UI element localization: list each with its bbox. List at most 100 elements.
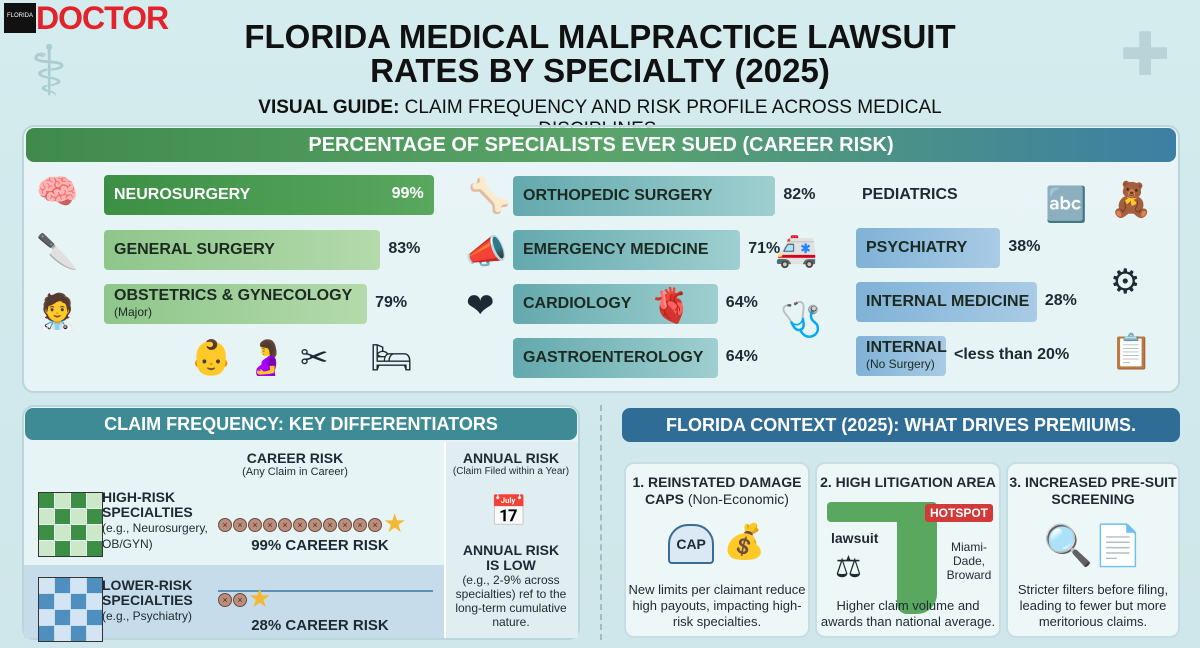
- gavel-icon: ⚖: [835, 551, 862, 584]
- bar-obstetrics-gynecology: OBSTETRICS & GYNECOLOGY (Major): [104, 284, 368, 324]
- claim-dot-icon: ×: [323, 517, 337, 532]
- card-text: Stricter filters before filing, leading …: [1017, 582, 1169, 629]
- bar-psychiatry: PSYCHIATRY: [856, 228, 1001, 268]
- bar-orthopedic-surgery: ORTHOPEDIC SURGERY: [513, 176, 776, 216]
- clipboard-icon: ✚: [1120, 21, 1171, 88]
- claim-dot-icon: ×: [263, 517, 277, 532]
- ambulance-icon: 🚑: [775, 231, 818, 269]
- hotspot-badge: HOTSPOT: [925, 504, 994, 522]
- claim-dot-icon: ×: [278, 517, 292, 532]
- high-risk-timeline: × × × × × × × × × × × ★: [218, 508, 438, 539]
- bar-value: 82%: [783, 186, 816, 203]
- high-risk-title-2: SPECIALTIES: [102, 504, 193, 520]
- high-risk-label: HIGH-RISK SPECIALTIES (e.g., Neurosurgery,…: [102, 490, 222, 552]
- florida-peninsula: [897, 514, 937, 614]
- card-title: 1. REINSTATED DAMAGE CAPS: [632, 474, 802, 507]
- annual-low-1: ANNUAL RISK: [462, 542, 560, 558]
- claim-dot-icon: ×: [353, 517, 367, 532]
- lawsuit-label: lawsuit: [831, 530, 879, 546]
- logo-big: DOCTOR: [36, 0, 169, 36]
- high-risk-value: 99% CAREER RISK: [251, 537, 389, 554]
- divider: [600, 405, 602, 640]
- document-magnifier-icon: 🔍📄: [1043, 524, 1143, 568]
- bar-value: 64%: [725, 348, 758, 365]
- claim-dot-icon: ×: [233, 517, 247, 532]
- bar-value: 83%: [388, 240, 421, 257]
- bar-general-surgery: GENERAL SURGERY: [104, 230, 381, 270]
- bar-cardiology: CARDIOLOGY: [513, 284, 718, 324]
- bar-label: ORTHOPEDIC SURGERY: [523, 187, 713, 204]
- florida-context-header: FLORIDA CONTEXT (2025): WHAT DRIVES PREM…: [622, 408, 1180, 442]
- calendar-icon: 📅: [490, 495, 528, 528]
- stethoscope-icon: ⚕: [30, 32, 68, 110]
- low-risk-timeline-line: [218, 590, 433, 592]
- claim-dot-icon: ×: [308, 517, 322, 532]
- bar-label: OBSTETRICS & GYNECOLOGY: [114, 287, 353, 304]
- clipboard-icon: 📋: [1110, 333, 1153, 371]
- career-risk-heading: CAREER RISK (Any Claim in Career): [200, 450, 390, 478]
- baby-icon: 👶: [190, 339, 233, 377]
- abc-blocks-icon: 🔤: [1045, 186, 1088, 224]
- heart-stethoscope-icon: 🫀: [650, 287, 693, 325]
- bar-label: INTERNAL MEDICINE: [866, 293, 1030, 310]
- claim-dot-icon: ×: [368, 517, 382, 532]
- bar-internal-medicine: INTERNAL MEDICINE: [856, 282, 1037, 322]
- head-gears-icon: ⚙: [1110, 263, 1141, 301]
- title-line-1: FLORIDA MEDICAL MALPRACTICE LAWSUIT: [244, 18, 956, 55]
- annual-risk-desc: (e.g., 2-9% across specialties) ref to t…: [455, 573, 567, 629]
- card-title: 2. HIGH LITIGATION AREA: [820, 474, 996, 490]
- cap-icon: CAP: [668, 524, 714, 565]
- bar-sublabel: (Major): [114, 305, 152, 319]
- subtitle-bold: VISUAL GUIDE:: [258, 97, 400, 118]
- high-risk-example: (e.g., Neurosurgery, OB/GYN): [102, 521, 208, 551]
- heartbeat-icon: ❤: [466, 287, 495, 325]
- bar-emergency-medicine: EMERGENCY MEDICINE: [513, 230, 741, 270]
- annual-risk-title: ANNUAL RISK: [462, 450, 560, 466]
- card-title-sub: (Non-Economic): [687, 491, 789, 507]
- bar-label: GASTROENTEROLOGY: [523, 349, 704, 366]
- title-line-2: RATES BY SPECIALTY (2025): [370, 52, 830, 89]
- claim-dot-icon: ×: [218, 517, 232, 532]
- claim-dot-icon: ×: [293, 517, 307, 532]
- bar-internal: INTERNAL (No Surgery): [856, 336, 947, 376]
- low-risk-grid-icon: [38, 577, 103, 642]
- bar-label: EMERGENCY MEDICINE: [523, 241, 709, 258]
- bar-value: 38%: [1008, 238, 1041, 255]
- low-risk-label: LOWER-RISK SPECIALTIES (e.g., Psychiatry): [102, 578, 222, 624]
- scalpel-icon: 🔪: [36, 233, 79, 271]
- bar-label: CARDIOLOGY: [523, 295, 632, 312]
- low-risk-timeline: × × ★: [218, 583, 271, 614]
- bar-sublabel: (No Surgery): [866, 357, 935, 371]
- bar-label: INTERNAL: [866, 339, 947, 356]
- cap-moneybag-icon: CAP 💰: [626, 522, 808, 565]
- bar-label: PSYCHIATRY: [866, 239, 968, 256]
- bar-neurosurgery: NEUROSURGERY: [104, 175, 434, 215]
- teddy-bear-icon: 🧸: [1110, 181, 1153, 219]
- claim-dot-icon: ×: [233, 592, 247, 607]
- low-risk-value: 28% CAREER RISK: [251, 617, 389, 634]
- card-text: Higher claim volume and awards than nati…: [820, 598, 996, 629]
- card-text: New limits per claimant reduce high payo…: [628, 582, 806, 629]
- stethoscope-icon: 🩺: [780, 301, 823, 339]
- low-risk-example: (e.g., Psychiatry): [102, 609, 193, 623]
- high-risk-grid-icon: [38, 492, 103, 557]
- bar-label: GENERAL SURGERY: [114, 241, 275, 258]
- claim-frequency-header: CLAIM FREQUENCY: KEY DIFFERENTIATORS: [25, 408, 577, 440]
- annual-risk-summary: ANNUAL RISK IS LOW (e.g., 2-9% across spec…: [446, 543, 576, 629]
- megaphone-icon: 📣: [465, 233, 508, 271]
- card-title: 3. INCREASED PRE-SUIT SCREENING: [1009, 474, 1177, 507]
- career-risk-title: CAREER RISK: [246, 450, 344, 466]
- low-risk-title-2: SPECIALTIES: [102, 592, 193, 608]
- annual-risk-heading: ANNUAL RISK (Claim Filed within a Year): [446, 450, 576, 477]
- bar-gastroenterology: GASTROENTEROLOGY: [513, 338, 718, 378]
- bar-label: NEUROSURGERY: [114, 186, 251, 203]
- bar-value: 64%: [725, 294, 758, 311]
- star-icon: ★: [248, 583, 272, 613]
- star-icon: ★: [383, 508, 407, 538]
- bar-value: 71%: [748, 240, 781, 257]
- claim-dot-icon: ×: [248, 517, 262, 532]
- pediatrics-heading: PEDIATRICS: [862, 186, 958, 203]
- bar-value: <less than 20%: [954, 346, 1070, 363]
- claim-dot-icon: ×: [218, 592, 232, 607]
- career-risk-sub: (Any Claim in Career): [242, 466, 348, 478]
